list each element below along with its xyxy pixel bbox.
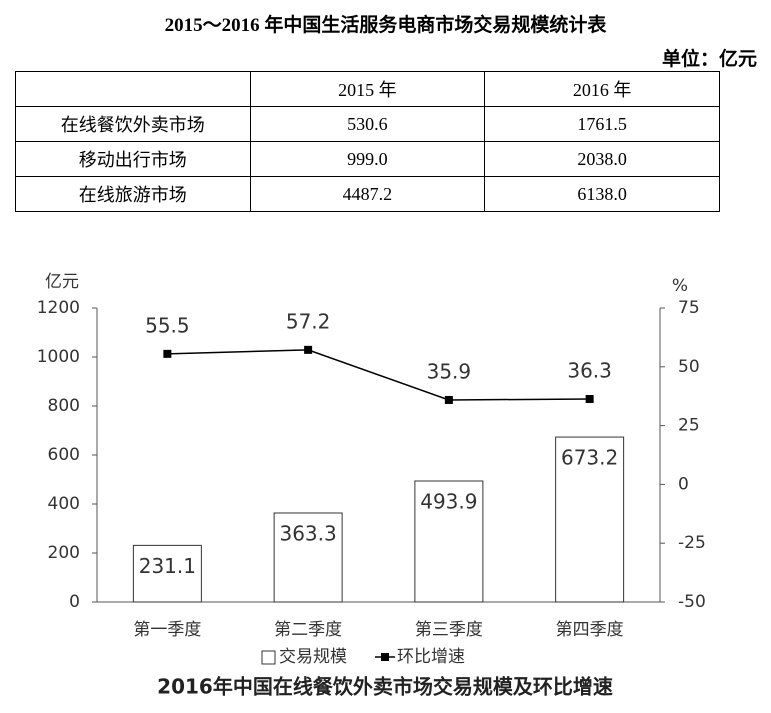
header-cell: 2015 年 — [249, 71, 486, 107]
legend-swatch — [381, 653, 389, 661]
bar-value-label: 363.3 — [279, 521, 336, 545]
bar-value-label: 231.1 — [139, 554, 196, 578]
header-row: 2015 年 2016 年 — [15, 71, 720, 107]
table-title: 2015～2016 年中国生活服务电商市场交易规模统计表 — [164, 15, 607, 36]
y2-tick-label: 0 — [678, 474, 689, 494]
line-value-label: 36.3 — [567, 359, 612, 383]
cell: 999.0 — [249, 141, 486, 177]
cell: 移动出行市场 — [15, 141, 251, 177]
cell: 530.6 — [249, 106, 486, 142]
bar-value-label: 493.9 — [420, 489, 477, 513]
bar — [273, 512, 343, 603]
y2-axis-label: % — [672, 276, 688, 296]
line-marker — [585, 395, 594, 404]
y-tick-label: 1000 — [37, 347, 80, 367]
x-tick-label: 第一季度 — [133, 620, 201, 640]
legend-label: 环比增速 — [397, 647, 465, 667]
cell: 在线餐饮外卖市场 — [15, 106, 251, 142]
line-marker — [444, 395, 453, 404]
x-tick-label: 第三季度 — [415, 620, 483, 640]
y-tick-label: 800 — [48, 396, 80, 416]
y2-tick-label: -25 — [678, 533, 706, 553]
data-table: 2015 年 2016 年 在线餐饮外卖市场 530.6 1761.5 移动出行市场 9… — [15, 71, 720, 212]
y-tick-label: 200 — [48, 543, 80, 563]
bar-value-label: 673.2 — [561, 446, 618, 470]
line-marker — [163, 349, 172, 358]
chart-title: 2016年中国在线餐饮外卖市场交易规模及环比增速 — [157, 675, 613, 699]
table-row: 在线旅游市场 4487.2 6138.0 — [15, 176, 720, 212]
legend-label: 交易规模 — [279, 647, 347, 667]
line-series — [167, 349, 590, 401]
cell: 4487.2 — [249, 176, 486, 212]
line-value-label: 57.2 — [286, 309, 331, 333]
legend-swatch — [261, 650, 276, 665]
y2-tick-label: 25 — [678, 416, 700, 436]
table-row: 在线餐饮外卖市场 530.6 1761.5 — [15, 106, 720, 142]
y2-tick-label: 75 — [678, 298, 700, 318]
line-marker — [304, 345, 313, 354]
y-tick-label: 400 — [48, 494, 80, 514]
line-value-label: 35.9 — [427, 359, 472, 383]
cell: 在线旅游市场 — [15, 176, 251, 212]
bar — [132, 544, 202, 603]
y-tick-label: 600 — [48, 445, 80, 465]
x-tick-label: 第四季度 — [556, 620, 624, 640]
line-value-label: 55.5 — [145, 313, 190, 337]
header-cell: 2016 年 — [484, 71, 720, 107]
y-tick-label: 1200 — [37, 298, 80, 318]
y2-tick-label: 50 — [678, 357, 700, 377]
bar — [414, 480, 484, 603]
y2-tick-label: -50 — [678, 592, 706, 612]
y-axis-label: 亿元 — [45, 272, 79, 292]
y-tick-label: 0 — [69, 592, 80, 612]
x-tick-label: 第二季度 — [274, 620, 342, 640]
cell: 6138.0 — [484, 176, 720, 212]
unit-label: 单位：亿元 — [661, 48, 757, 70]
bar — [555, 436, 625, 603]
